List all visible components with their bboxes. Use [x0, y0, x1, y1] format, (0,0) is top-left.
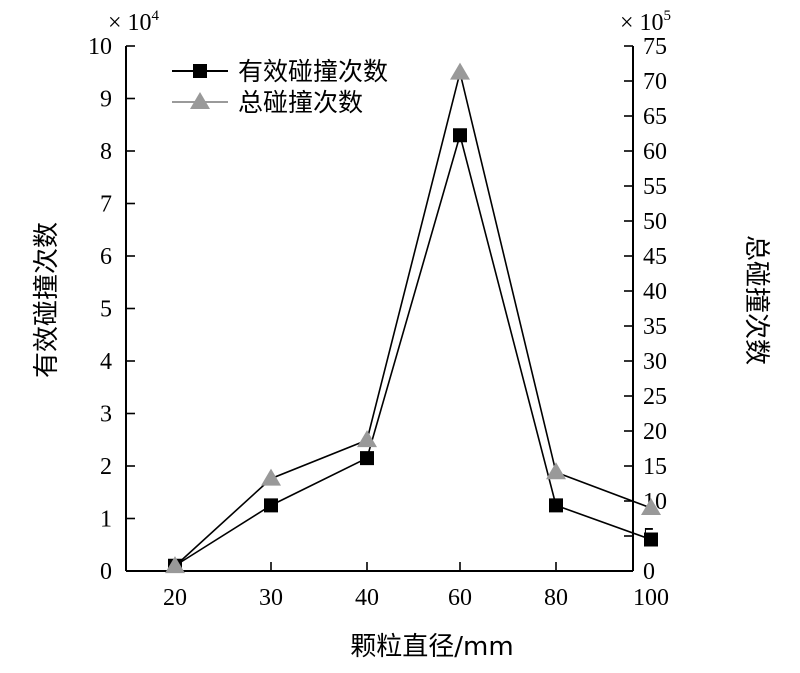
left-y-axis-title: 有效碰撞次数 — [32, 222, 62, 378]
right-y-tick-label: 40 — [643, 279, 667, 305]
x-tick-label: 30 — [259, 585, 283, 611]
total-collision-point — [165, 556, 185, 574]
left-y-tick-label: 9 — [100, 87, 112, 113]
total-collision-point — [641, 498, 661, 515]
right-y-tick-label: 25 — [643, 384, 667, 410]
total-collision-point — [261, 468, 281, 486]
right-y-tick-label: 45 — [643, 244, 667, 270]
x-tick-label: 60 — [448, 585, 472, 611]
right-y-tick-label: 20 — [643, 419, 667, 445]
left-axis-multiplier: × 104 — [108, 8, 160, 36]
legend-square-marker — [193, 64, 207, 78]
legend-label: 总碰撞次数 — [238, 88, 363, 117]
left-y-tick-label: 7 — [100, 192, 112, 218]
left-y-tick-label: 5 — [100, 297, 112, 323]
left-y-tick-label: 8 — [100, 139, 112, 165]
effective-collision-line — [174, 132, 652, 567]
x-tick-label: 100 — [633, 585, 669, 611]
right-y-tick-label: 50 — [643, 209, 667, 235]
right-y-tick-label: 60 — [643, 139, 667, 165]
x-tick-label: 20 — [163, 585, 187, 611]
right-y-axis-title: 总碰撞次数 — [741, 235, 771, 365]
effective-collision-point — [549, 498, 563, 513]
x-tick-label: 40 — [355, 585, 379, 611]
effective-collision-point — [453, 128, 467, 143]
total-collision-point — [546, 462, 566, 480]
x-axis-title: 颗粒直径/mm — [350, 632, 513, 662]
left-y-tick-label: 10 — [88, 34, 112, 60]
right-axis-multiplier: × 105 — [620, 8, 671, 36]
left-y-tick-label: 3 — [100, 402, 112, 428]
left-y-tick-label: 4 — [100, 349, 112, 375]
total-collision-point — [357, 430, 377, 448]
right-y-tick-label: 15 — [643, 454, 667, 480]
right-y-tick-label: 70 — [643, 69, 667, 95]
left-y-tick-label: 6 — [100, 244, 112, 270]
right-y-tick-label: 55 — [643, 174, 667, 200]
effective-collision-point — [264, 498, 278, 513]
total-collision-point — [450, 62, 470, 80]
total-collision-line — [174, 72, 652, 567]
left-y-tick-label: 2 — [100, 454, 112, 480]
right-y-tick-label: 35 — [643, 314, 667, 340]
left-y-tick-label: 0 — [100, 559, 112, 585]
plot-area: 0123456789100510152025303540455055606570… — [88, 34, 669, 611]
legend-label: 有效碰撞次数 — [238, 57, 388, 86]
effective-collision-point — [360, 451, 374, 466]
effective-collision-point — [644, 532, 658, 547]
x-tick-label: 80 — [544, 585, 568, 611]
right-y-tick-label: 75 — [643, 34, 667, 60]
right-y-tick-label: 30 — [643, 349, 667, 375]
right-y-tick-label: 65 — [643, 104, 667, 130]
legend-triangle-marker — [190, 92, 210, 109]
left-y-tick-label: 1 — [100, 507, 112, 533]
right-y-tick-label: 0 — [643, 559, 655, 585]
